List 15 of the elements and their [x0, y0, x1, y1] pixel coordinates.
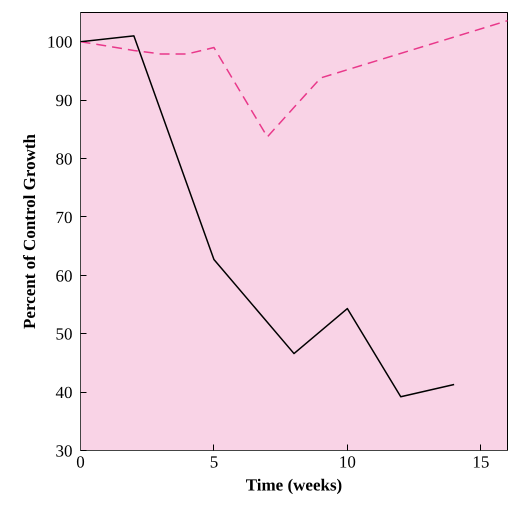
y-tick-label: 90	[56, 91, 72, 110]
y-tick-label: 60	[56, 266, 72, 286]
x-tick-label: 10	[338, 452, 356, 472]
y-tick-label: 70	[56, 208, 72, 227]
y-tick-label: 80	[56, 150, 72, 168]
y-tick-label: 100	[47, 32, 72, 52]
y-axis-title: Percent of Control Growth	[20, 133, 39, 329]
line-series	[80, 20, 508, 138]
x-axis-title: Time (weeks)	[246, 476, 342, 494]
y-tick-label: 30	[56, 442, 72, 460]
x-tick-label: 5	[210, 452, 218, 472]
x-tick-label: 15	[472, 452, 490, 472]
y-tick-label: 50	[56, 324, 72, 344]
x-tick-label: 0	[76, 452, 85, 472]
y-tick-label: 40	[56, 383, 72, 402]
